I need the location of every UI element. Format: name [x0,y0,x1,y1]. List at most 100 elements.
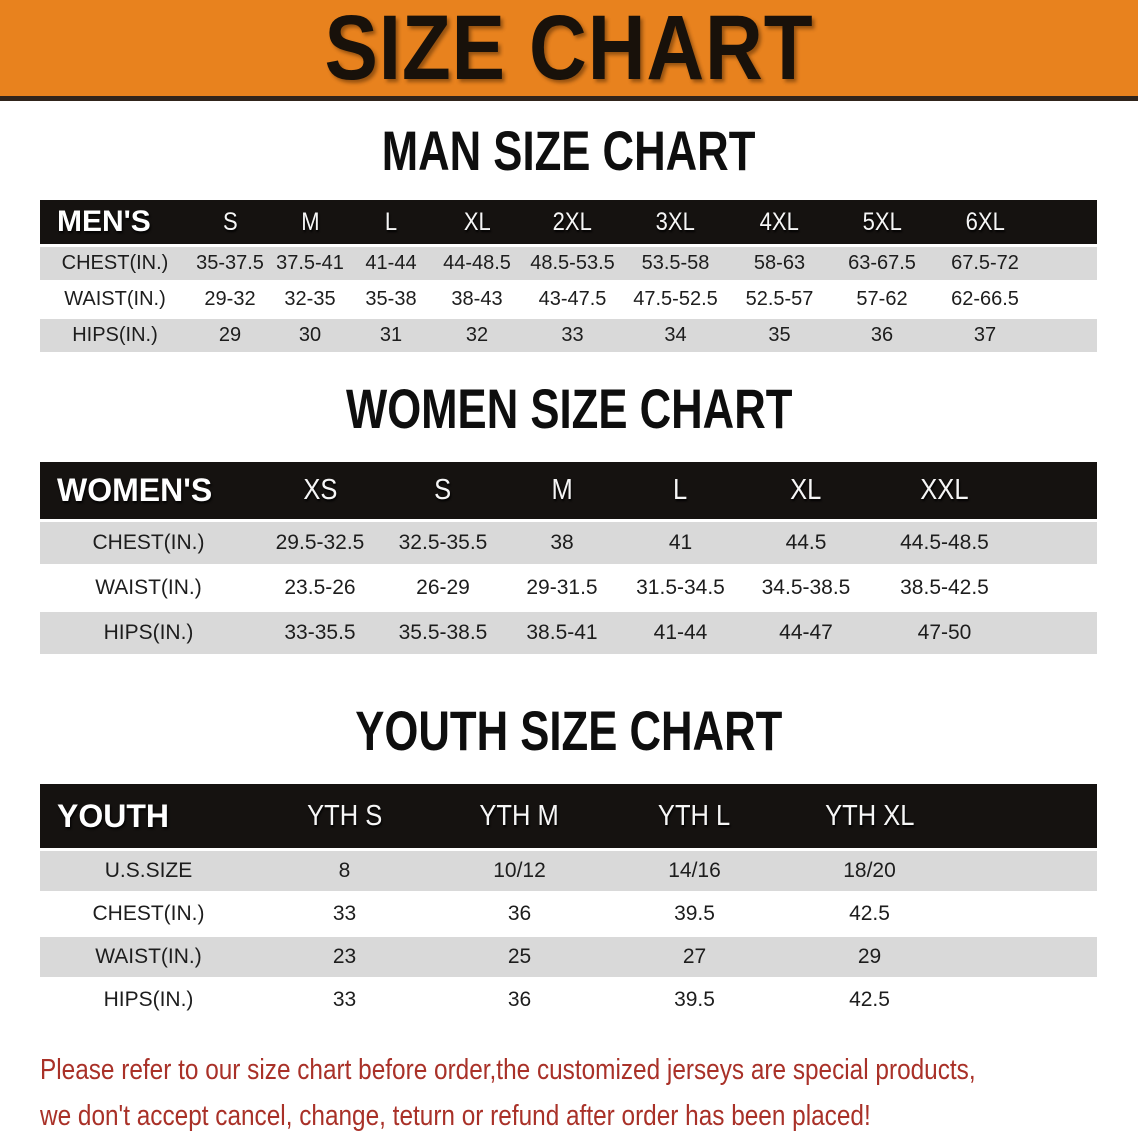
size-value: 18/20 [782,851,1097,891]
size-value: 34.5-38.5 [740,567,872,609]
size-column-header: L [621,462,740,519]
table-row-waist: WAIST(IN.) 29-32 32-35 35-38 38-43 43-47… [40,283,1097,316]
size-value: 52.5-57 [728,283,831,316]
youth-header-row: YOUTH YTH S YTH M YTH L YTH XL [40,784,1097,848]
size-value: 36 [432,894,607,934]
size-column-header-text: S [222,207,238,236]
size-column-header-text: 3XL [655,207,696,236]
size-column-header-text: XL [790,474,822,506]
size-value: 23.5-26 [257,567,383,609]
womens-size-table: WOMEN'S XS S M L XL XXL CHEST(IN.) 29.5-… [40,459,1097,657]
size-value: 30 [270,319,350,352]
size-column-header-text: XL [463,207,491,236]
size-value: 38.5-41 [503,612,621,654]
measurement-label: U.S.SIZE [40,851,257,891]
size-column-header: 2XL [522,200,623,244]
size-value: 38-43 [432,283,522,316]
size-value: 36 [432,980,607,1020]
size-chart-banner: SIZE CHART [0,0,1138,101]
size-column-header: XXL [872,462,1097,519]
size-value: 32 [432,319,522,352]
size-value: 42.5 [782,980,1097,1020]
table-row-waist: WAIST(IN.) 23.5-26 26-29 29-31.5 31.5-34… [40,567,1097,609]
size-value: 38 [503,522,621,564]
size-column-header: YTH M [432,784,607,848]
size-value: 33 [522,319,623,352]
size-column-header: 4XL [728,200,831,244]
size-value: 31.5-34.5 [621,567,740,609]
size-value: 62-66.5 [933,283,1097,316]
size-column-header: YTH L [607,784,782,848]
size-value: 39.5 [607,894,782,934]
size-column-header-text: YTH L [658,799,731,832]
size-value: 67.5-72 [933,247,1097,280]
size-column-header: YTH XL [782,784,1097,848]
size-value: 37 [933,319,1097,352]
size-value: 10/12 [432,851,607,891]
womens-table-label: WOMEN'S [40,462,257,519]
size-column-header-text: XS [302,474,338,506]
size-value: 32.5-35.5 [383,522,503,564]
size-value: 26-29 [383,567,503,609]
size-column-header: M [503,462,621,519]
size-column-header-text: S [434,474,452,506]
size-value: 29-32 [190,283,270,316]
size-value: 42.5 [782,894,1097,934]
size-value: 48.5-53.5 [522,247,623,280]
youth-section-heading-wrap: YOUTH SIZE CHART [0,703,1138,759]
size-value: 47.5-52.5 [623,283,728,316]
size-column-header: L [350,200,432,244]
man-section-heading: MAN SIZE CHART [382,119,756,182]
table-row-hips: HIPS(IN.) 33-35.5 35.5-38.5 38.5-41 41-4… [40,612,1097,654]
disclaimer-line-1: Please refer to our size chart before or… [40,1054,976,1086]
man-section-heading-wrap: MAN SIZE CHART [0,123,1138,179]
size-value: 41 [621,522,740,564]
size-column-header-text: YTH XL [824,799,915,832]
measurement-label: WAIST(IN.) [40,283,190,316]
table-row-waist: WAIST(IN.) 23 25 27 29 [40,937,1097,977]
measurement-label: HIPS(IN.) [40,319,190,352]
size-value: 33-35.5 [257,612,383,654]
size-value: 35.5-38.5 [383,612,503,654]
size-column-header-text: YTH M [479,799,560,832]
size-column-header: XS [257,462,383,519]
size-column-header-text: L [384,207,398,236]
table-row-hips: HIPS(IN.) 33 36 39.5 42.5 [40,980,1097,1020]
table-row-chest: CHEST(IN.) 35-37.5 37.5-41 41-44 44-48.5… [40,247,1097,280]
size-column-header: XL [740,462,872,519]
women-section-heading-wrap: WOMEN SIZE CHART [0,381,1138,437]
size-column-header-text: 6XL [965,207,1005,236]
size-column-header-text: 5XL [862,207,902,236]
measurement-label: HIPS(IN.) [40,980,257,1020]
size-value: 53.5-58 [623,247,728,280]
size-value: 35-38 [350,283,432,316]
size-value: 8 [257,851,432,891]
size-value: 37.5-41 [270,247,350,280]
size-value: 36 [831,319,933,352]
size-value: 35 [728,319,831,352]
youth-size-table: YOUTH YTH S YTH M YTH L YTH XL U.S.SIZE … [40,781,1097,1023]
size-value: 41-44 [621,612,740,654]
measurement-label: CHEST(IN.) [40,247,190,280]
size-value: 29-31.5 [503,567,621,609]
size-value: 29.5-32.5 [257,522,383,564]
size-value: 41-44 [350,247,432,280]
size-value: 58-63 [728,247,831,280]
womens-header-row: WOMEN'S XS S M L XL XXL [40,462,1097,519]
table-row-hips: HIPS(IN.) 29 30 31 32 33 34 35 36 37 [40,319,1097,352]
size-value: 38.5-42.5 [872,567,1097,609]
banner-title: SIZE CHART [324,0,814,99]
measurement-label: CHEST(IN.) [40,522,257,564]
table-row-chest: CHEST(IN.) 33 36 39.5 42.5 [40,894,1097,934]
size-column-header-text: M [551,474,573,506]
measurement-label: HIPS(IN.) [40,612,257,654]
size-value: 25 [432,937,607,977]
size-column-header: YTH S [257,784,432,848]
measurement-label: CHEST(IN.) [40,894,257,934]
size-value: 35-37.5 [190,247,270,280]
size-value: 39.5 [607,980,782,1020]
size-value: 63-67.5 [831,247,933,280]
youth-table-label: YOUTH [40,784,257,848]
size-value: 23 [257,937,432,977]
size-value: 29 [782,937,1097,977]
